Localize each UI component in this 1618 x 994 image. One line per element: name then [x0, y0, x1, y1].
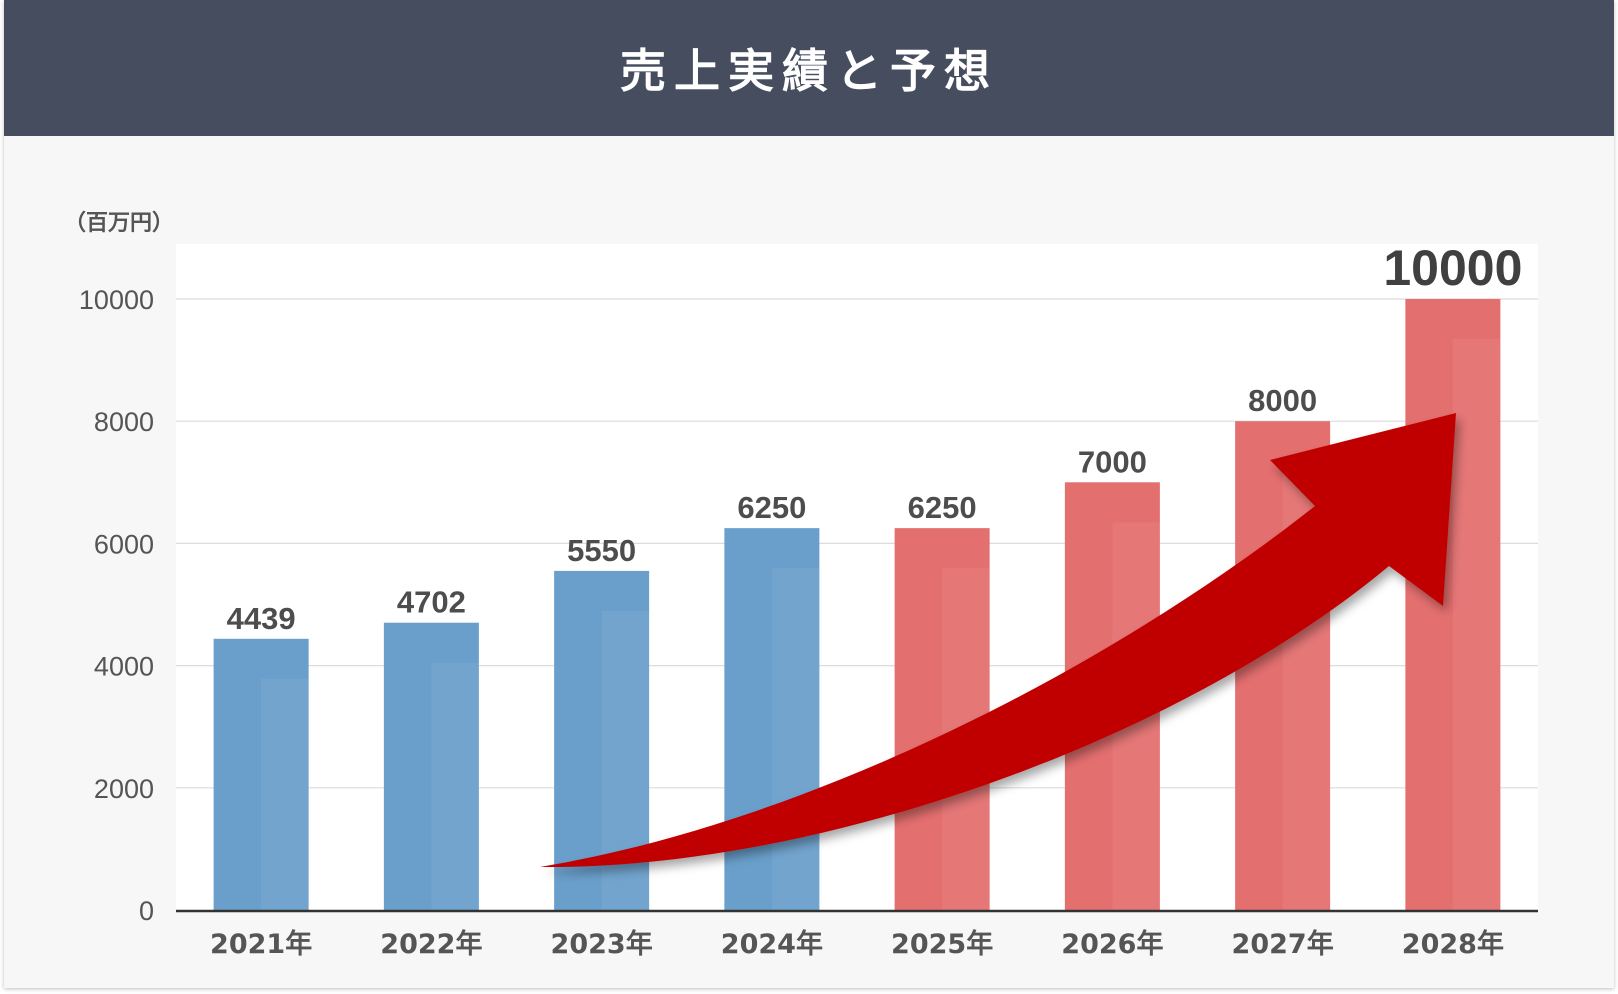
- data-label: 4702: [397, 585, 466, 620]
- x-tick-label: 2026年: [1061, 928, 1163, 960]
- data-label: 10000: [1383, 240, 1522, 296]
- data-label: 5550: [567, 533, 636, 568]
- bar-sheen: [1452, 339, 1501, 910]
- x-tick-label: 2028年: [1402, 928, 1504, 960]
- x-tick-label: 2025年: [891, 928, 993, 960]
- trend-arrow: [540, 413, 1456, 868]
- x-tick-label: 2024年: [721, 928, 823, 960]
- y-tick-label: 4000: [94, 652, 154, 682]
- header-bar: 売上実績と予想: [4, 0, 1614, 136]
- data-label: 8000: [1248, 383, 1317, 418]
- y-tick-label: 2000: [94, 774, 154, 804]
- bar: [894, 528, 990, 910]
- bar-sheen: [261, 678, 309, 910]
- y-tick-label: 0: [139, 896, 154, 926]
- x-tick-label: 2027年: [1232, 928, 1334, 960]
- data-label: 6250: [908, 490, 977, 525]
- x-tick-label: 2022年: [380, 928, 482, 960]
- bar: [1405, 299, 1501, 910]
- y-tick-label: 8000: [94, 407, 154, 437]
- data-label: 4439: [227, 601, 296, 636]
- bar: [383, 622, 479, 910]
- bar-sheen: [771, 568, 820, 910]
- bar-sheen: [431, 662, 479, 910]
- x-tick-label: 2021年: [210, 928, 312, 960]
- y-tick-label: 10000: [79, 285, 154, 315]
- unit-label: （百万円）: [64, 211, 175, 236]
- chart-title: 売上実績と予想: [620, 44, 998, 98]
- x-tick-label: 2023年: [551, 928, 653, 960]
- y-tick-label: 6000: [94, 529, 154, 559]
- data-label: 6250: [737, 490, 806, 525]
- data-label: 7000: [1078, 444, 1147, 479]
- bar: [213, 638, 309, 910]
